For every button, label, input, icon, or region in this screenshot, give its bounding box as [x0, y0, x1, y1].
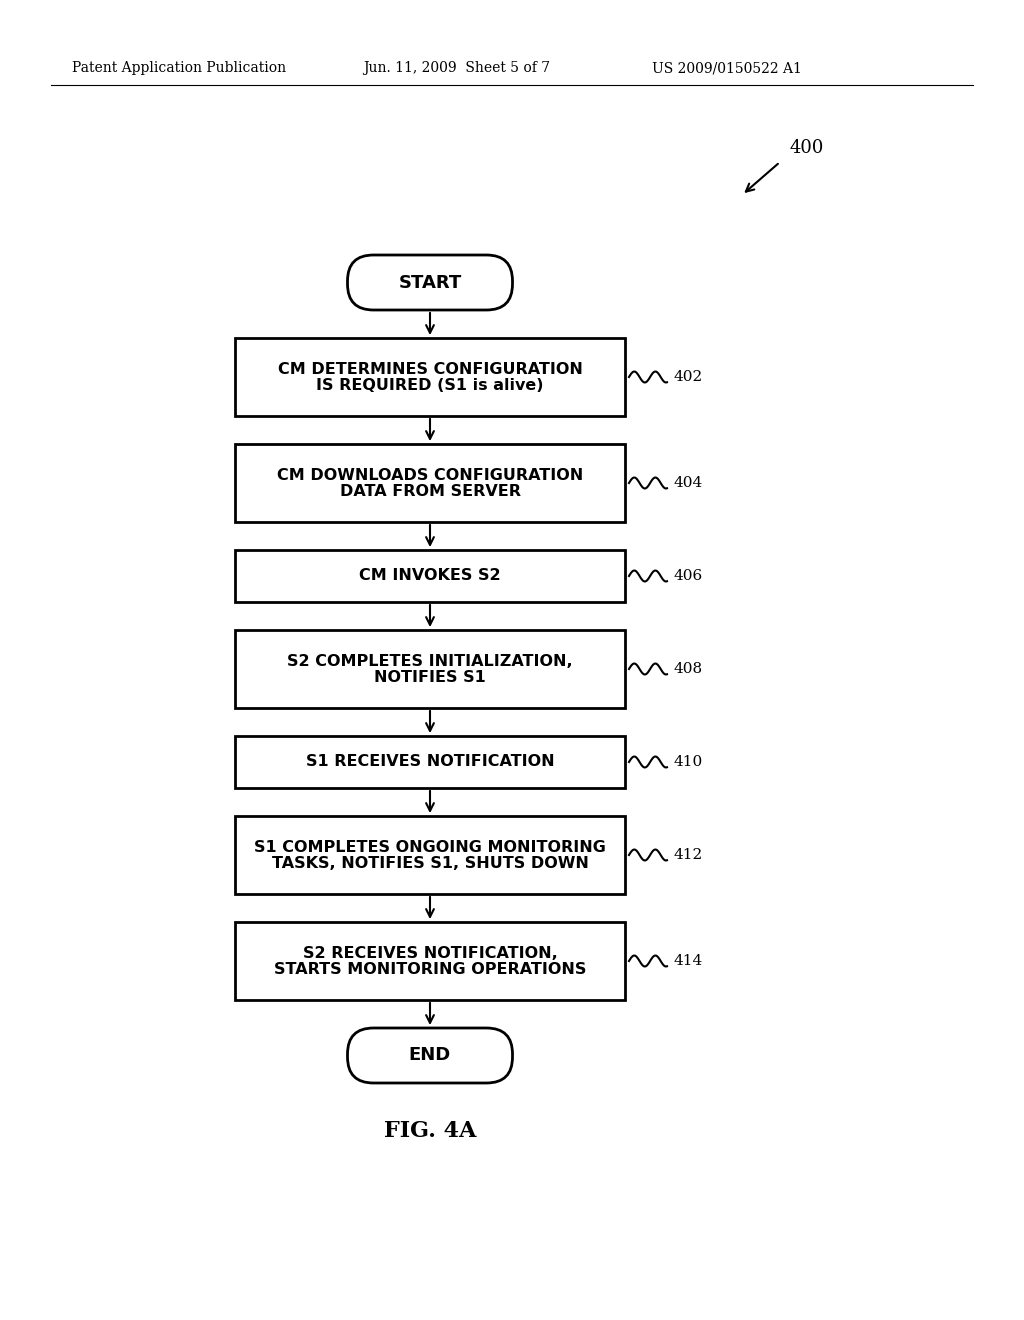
Text: Jun. 11, 2009  Sheet 5 of 7: Jun. 11, 2009 Sheet 5 of 7 [362, 61, 550, 75]
Text: S2 RECEIVES NOTIFICATION,: S2 RECEIVES NOTIFICATION, [303, 945, 557, 961]
Bar [234, 737, 625, 788]
Text: DATA FROM SERVER: DATA FROM SERVER [340, 483, 520, 499]
Text: 404: 404 [673, 477, 702, 490]
FancyBboxPatch shape [347, 255, 512, 310]
Bar [234, 816, 625, 894]
Text: 412: 412 [673, 847, 702, 862]
Text: STARTS MONITORING OPERATIONS: STARTS MONITORING OPERATIONS [273, 961, 586, 977]
Text: CM DOWNLOADS CONFIGURATION: CM DOWNLOADS CONFIGURATION [276, 467, 583, 483]
Text: S1 RECEIVES NOTIFICATION: S1 RECEIVES NOTIFICATION [306, 755, 554, 770]
Bar [234, 630, 625, 708]
Text: END: END [409, 1047, 452, 1064]
Text: NOTIFIES S1: NOTIFIES S1 [374, 669, 485, 685]
Bar [234, 338, 625, 416]
Text: 402: 402 [673, 370, 702, 384]
Text: Patent Application Publication: Patent Application Publication [72, 61, 286, 75]
FancyBboxPatch shape [347, 1028, 512, 1082]
Text: S1 COMPLETES ONGOING MONITORING: S1 COMPLETES ONGOING MONITORING [254, 840, 606, 854]
Bar [234, 444, 625, 521]
Text: IS REQUIRED (S1 is alive): IS REQUIRED (S1 is alive) [316, 378, 544, 392]
Text: CM INVOKES S2: CM INVOKES S2 [359, 569, 501, 583]
Text: CM DETERMINES CONFIGURATION: CM DETERMINES CONFIGURATION [278, 362, 583, 376]
Text: S2 COMPLETES INITIALIZATION,: S2 COMPLETES INITIALIZATION, [287, 653, 572, 668]
Text: 406: 406 [673, 569, 702, 583]
Text: US 2009/0150522 A1: US 2009/0150522 A1 [652, 61, 802, 75]
Bar [234, 550, 625, 602]
Bar [234, 921, 625, 1001]
Text: FIG. 4A: FIG. 4A [384, 1119, 476, 1142]
Text: TASKS, NOTIFIES S1, SHUTS DOWN: TASKS, NOTIFIES S1, SHUTS DOWN [271, 855, 589, 870]
Text: 410: 410 [673, 755, 702, 770]
Text: 408: 408 [673, 663, 702, 676]
Text: 400: 400 [790, 139, 824, 157]
Text: START: START [398, 273, 462, 292]
Text: 414: 414 [673, 954, 702, 968]
